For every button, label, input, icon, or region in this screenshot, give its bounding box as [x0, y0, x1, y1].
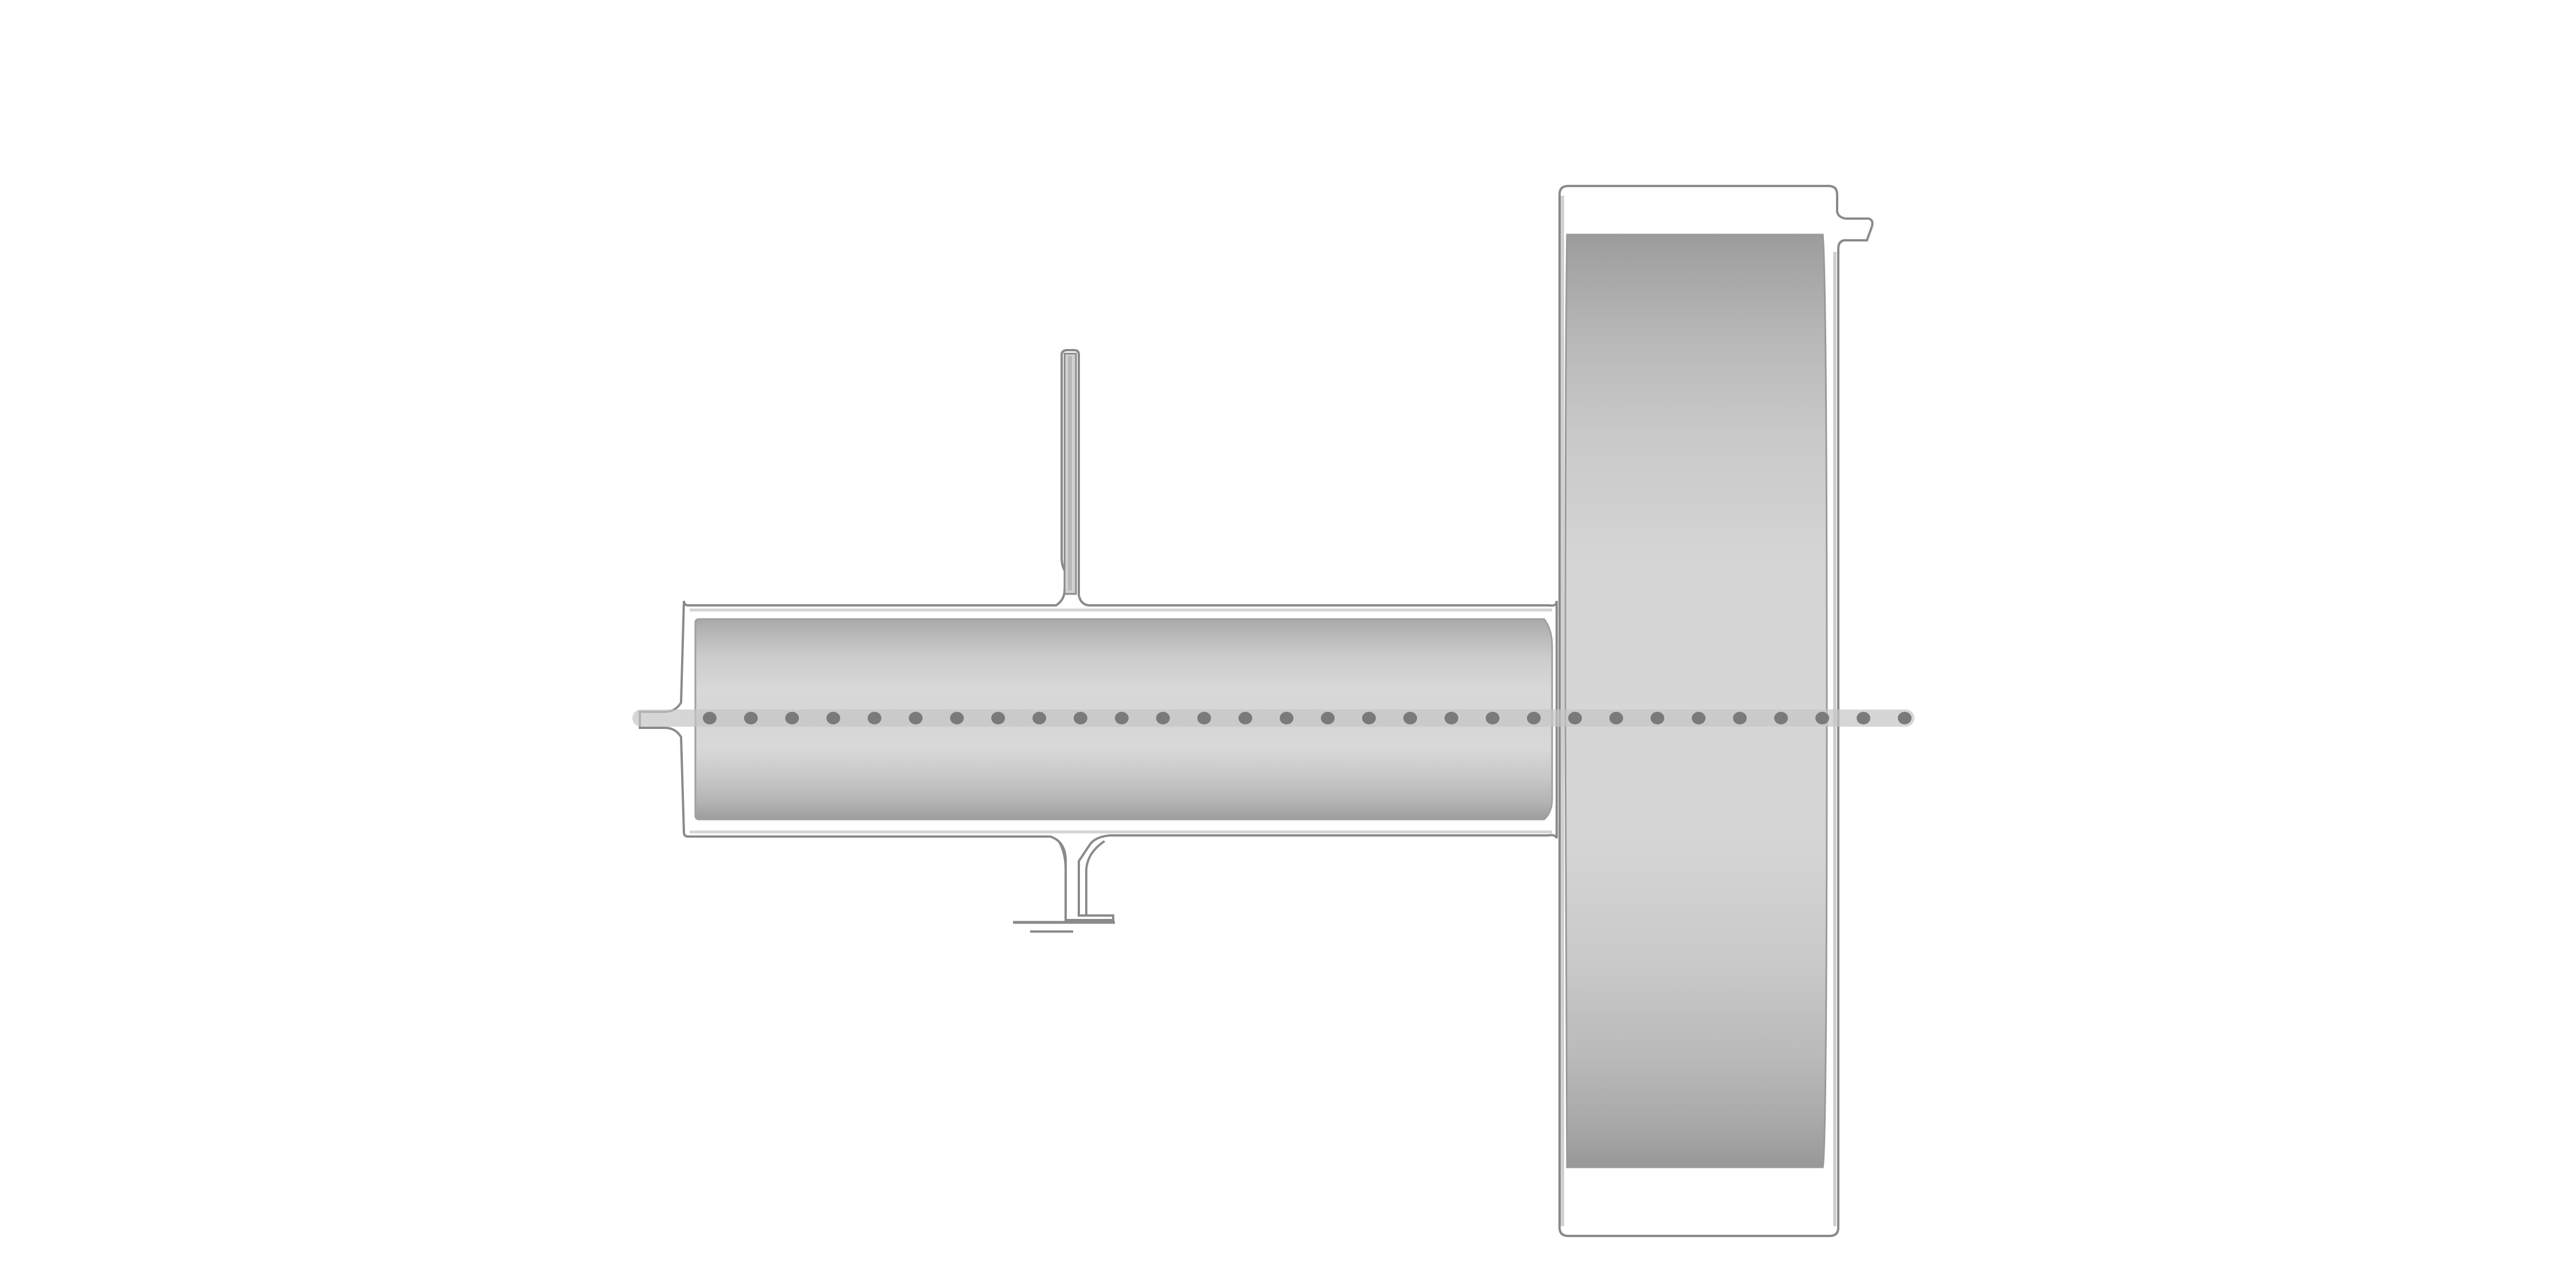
centerline-dot: [1445, 712, 1458, 724]
large-end-disc: [1564, 233, 1828, 1168]
centerline-dot: [1568, 712, 1582, 724]
centerline-dot: [1403, 712, 1417, 724]
centerline-dot: [868, 712, 881, 724]
centerline-dot: [950, 712, 964, 724]
centerline-dot: [1651, 712, 1664, 724]
centerline-dot: [744, 712, 758, 724]
centerline-dot: [1898, 712, 1912, 724]
centerline-dot: [1074, 712, 1087, 724]
centerline-dot: [1280, 712, 1293, 724]
centerline-dot: [1197, 712, 1211, 724]
centerline-dot: [991, 712, 1005, 724]
centerline-dot: [1857, 712, 1870, 724]
centerline-dot: [785, 712, 799, 724]
centerline-dot: [1609, 712, 1623, 724]
centerline-dot: [1486, 712, 1499, 724]
centerline-dot: [1032, 712, 1046, 724]
centerline-dot: [1527, 712, 1541, 724]
centerline-dot: [1238, 712, 1252, 724]
centerline-dot: [1774, 712, 1788, 724]
bottom-port-fitting: [1013, 840, 1115, 933]
centerline-dot: [909, 712, 923, 724]
centerline-dot: [1692, 712, 1706, 724]
centerline-dot: [1321, 712, 1335, 724]
centerline-dot: [703, 712, 717, 724]
top-vertical-port: [1063, 352, 1077, 595]
centerline-dot: [1115, 712, 1129, 724]
centerline-axis: [632, 710, 1914, 727]
centerline-dot: [1815, 712, 1829, 724]
centerline-dot: [1156, 712, 1170, 724]
centerline-dot: [1733, 712, 1747, 724]
centerline-dot: [1362, 712, 1376, 724]
centerline-dot: [826, 712, 840, 724]
